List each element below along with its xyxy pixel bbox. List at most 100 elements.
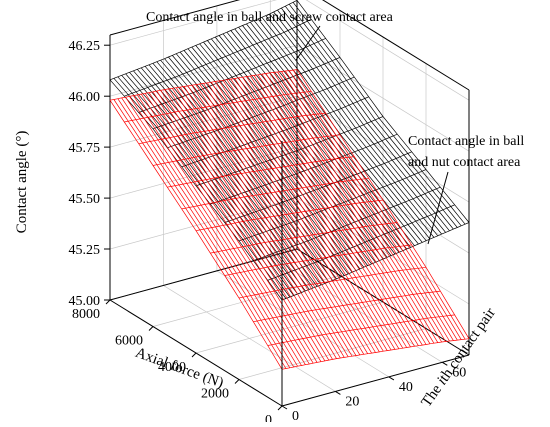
surface-line-pair [257, 18, 431, 240]
box-edge-back [109, 0, 241, 36]
surface-line-pair [168, 56, 341, 278]
gridline-x-floor [238, 328, 427, 380]
x-axis-title: Axial force (N) [133, 345, 225, 392]
surface-line-pair [207, 40, 380, 261]
gridline-z-back [109, 197, 298, 250]
z-tick-label: 46.00 [69, 90, 101, 105]
surface-line-pair [261, 17, 435, 238]
surface-line-pair [203, 41, 376, 263]
surface-line-pair [175, 53, 349, 275]
surface-line-pair [273, 72, 446, 342]
surface-line-pair [137, 94, 310, 365]
gridline-z-back [109, 0, 278, 46]
surface-line-pair [246, 23, 419, 245]
surface-line-pair [199, 43, 372, 265]
y-tick-label: 20 [345, 394, 359, 409]
surface-line-pair [187, 85, 361, 356]
surface-line-pair [191, 85, 365, 355]
box-edge-back [322, 0, 470, 91]
surface-line-pair [121, 97, 295, 368]
annotation-screw-line1: Contact angle in ball and screw contact … [146, 10, 394, 25]
surface-line-pair [234, 78, 407, 348]
surface-line-pair [296, 0, 470, 223]
surface-line-pair [296, 69, 470, 339]
gridline-y-floor [163, 285, 336, 392]
y-tick-label: 40 [399, 380, 413, 395]
surface-line-pair [175, 87, 349, 357]
surface-line-pair [148, 92, 322, 362]
annotation-nut-leader [427, 171, 449, 245]
surface-line-pair [273, 11, 446, 233]
x-tick-label: 0 [265, 413, 272, 422]
surface-line-pair [203, 83, 376, 353]
surface-line-pair [265, 73, 439, 343]
box-edge-back [296, 248, 470, 356]
x-tick-mark [277, 405, 283, 411]
surface-line-pair [292, 69, 466, 340]
annotation-screw-leader [295, 25, 321, 61]
surface-line-pair [125, 73, 298, 295]
z-tick-label: 45.00 [69, 294, 101, 309]
surface-layer [109, 0, 470, 370]
annotation-nut-line1: Contact angle in ball [408, 134, 524, 149]
gridline-x-floor [195, 301, 384, 354]
x-tick-label: 8000 [72, 307, 100, 322]
x-tick-label: 4000 [158, 360, 186, 375]
surface-line-pair [207, 82, 380, 353]
surface-line-pair [172, 88, 345, 358]
surface-line-pair [172, 55, 345, 276]
y-axis-title-suffix: th contact pair [437, 305, 499, 384]
surface-line-pair [113, 99, 287, 369]
surface-line-pair [242, 25, 415, 246]
y-tick-label: 60 [452, 365, 466, 380]
surface-line-pair [218, 80, 392, 351]
surface-line-pair [129, 72, 302, 293]
x-tick-label: 2000 [201, 387, 229, 402]
surface-series-1 [109, 69, 470, 370]
surface-line-pair [277, 71, 450, 342]
surface-line-pair [140, 93, 314, 364]
surface-line-pair [246, 76, 419, 346]
annotation-nut-line2: and nut contact area [408, 155, 521, 170]
surface-line-pair [117, 76, 291, 298]
surface-line-pair [253, 75, 427, 345]
surface-line-pair [160, 90, 333, 360]
gridline-z-back [109, 44, 298, 97]
surface-line-pair [288, 3, 462, 227]
surface-line-pair [242, 77, 415, 347]
surface-line-pair [288, 70, 462, 340]
surface-line-pair [257, 74, 431, 344]
surface-line-pair [281, 71, 454, 341]
y-tick-mark [335, 390, 341, 395]
surface-line-pair [183, 86, 357, 356]
z-tick-label: 45.50 [69, 192, 101, 207]
surface-line-pair [238, 77, 411, 348]
surface-line-pair [179, 51, 353, 273]
surface-line-pair [230, 30, 404, 251]
surface-line-pair [292, 2, 466, 225]
surface-line-pair [117, 98, 291, 368]
surface-series-0 [109, 0, 470, 301]
z-tick-label: 46.25 [69, 39, 101, 54]
surface-line-pair [144, 93, 318, 363]
surface-line-pair [168, 88, 341, 359]
surface-line-pair [222, 33, 396, 255]
x-tick-mark [105, 299, 111, 305]
z-tick-label: 45.25 [69, 243, 101, 258]
surface-line-pair [230, 78, 404, 349]
surface-line-pair [218, 35, 392, 256]
surface-line-pair [144, 66, 318, 287]
surface-line-pair [179, 86, 353, 357]
surface-line-pair [281, 7, 454, 230]
surface-line-pair [133, 70, 306, 292]
x-tick-mark [148, 326, 154, 331]
surface-line-pair [250, 75, 423, 346]
tick-labels: 45.00 45.25 45.50 45.75 46.00 46.25 0 2000 4000 6… [69, 39, 467, 427]
surface-line-pair [234, 28, 407, 250]
surface-line-pair [226, 31, 400, 253]
surface-line-pair [211, 82, 384, 352]
x-tick-mark [234, 379, 240, 384]
surface-line-pair [269, 72, 443, 343]
surface-line-pair [285, 70, 458, 341]
